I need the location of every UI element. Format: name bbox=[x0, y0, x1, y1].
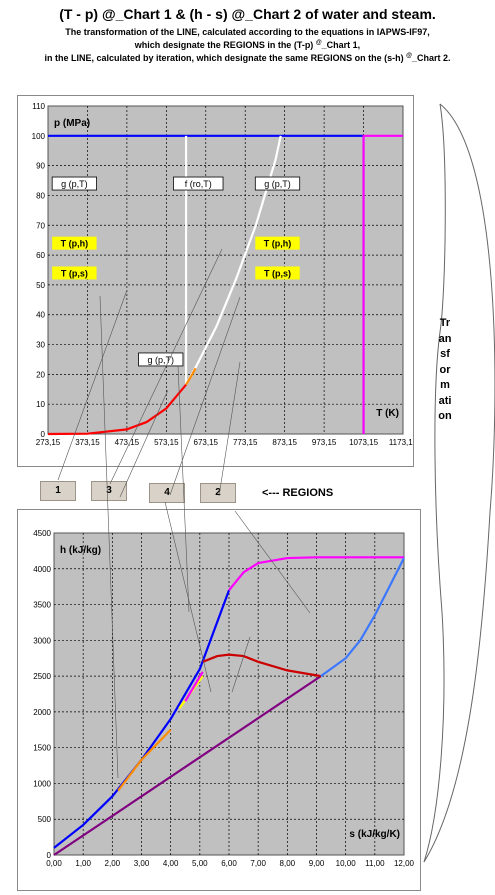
y-tick-label: 1000 bbox=[33, 779, 51, 788]
transformation-bracket bbox=[423, 103, 495, 863]
tp-chart-panel: 273,15 373,15 473,15 573,15 673,15 773,15 873,… bbox=[17, 95, 418, 467]
y-tick-label: 0 bbox=[47, 851, 52, 860]
x-tick-label: 773,15 bbox=[233, 438, 258, 447]
y-tick-label: 30 bbox=[36, 341, 45, 350]
y-tick-label: 10 bbox=[36, 400, 45, 409]
y-tick-label: 20 bbox=[36, 370, 45, 379]
x-tick-label: 573,15 bbox=[154, 438, 179, 447]
series-line bbox=[117, 729, 172, 792]
y-tick-label: 110 bbox=[32, 102, 45, 111]
x-tick-label: 3,00 bbox=[134, 859, 150, 868]
region-function-box bbox=[51, 176, 97, 191]
region-button-1[interactable]: 1 bbox=[40, 481, 76, 501]
x-tick-label: 4,00 bbox=[163, 859, 179, 868]
x-tick-label: 11,00 bbox=[365, 859, 385, 868]
subtitle-line-3-pre: in the LINE, calculated by iteration, wh… bbox=[44, 53, 407, 63]
x-tick-label: 1,00 bbox=[75, 859, 91, 868]
y-tick-label: 4500 bbox=[33, 529, 51, 538]
x-tick-label: 873,15 bbox=[272, 438, 297, 447]
tp-chart: 273,15 373,15 473,15 573,15 673,15 773,15 873,… bbox=[32, 102, 418, 447]
subtitle-line-2-sup: @ bbox=[315, 40, 322, 46]
x-tick-label: 9,00 bbox=[309, 859, 325, 868]
region-button-4[interactable]: 4 bbox=[149, 483, 185, 503]
y-tick-label: 2500 bbox=[33, 672, 51, 681]
x-tick-label: 8,00 bbox=[280, 859, 296, 868]
region-function-label: g (p,T) bbox=[61, 179, 88, 189]
series-line bbox=[53, 675, 322, 856]
bracket-outer-curve bbox=[423, 103, 495, 863]
y-tick-label: 80 bbox=[36, 191, 45, 200]
x-tick-label: 6,00 bbox=[221, 859, 237, 868]
y-tick-label: 3000 bbox=[33, 636, 51, 645]
subtitle-line-1: The transformation of the LINE, calculat… bbox=[65, 27, 430, 37]
region-function-box bbox=[254, 176, 301, 191]
region-function-box bbox=[255, 236, 300, 250]
x-tick-label: 12,00 bbox=[394, 859, 415, 868]
y-tick-label: 100 bbox=[32, 132, 46, 141]
y-tick-label: 40 bbox=[36, 311, 45, 320]
subtitle-line-3-post: _Chart 2. bbox=[411, 53, 451, 63]
region-function-box bbox=[52, 236, 97, 250]
y-tick-label: 1500 bbox=[33, 744, 51, 753]
region-function-box bbox=[255, 266, 300, 280]
transformation-label: Transformation bbox=[438, 317, 452, 422]
hs-chart-panel: 0,00 1,00 2,00 3,00 4,00 5,00 6,00 7,00 8,00 9,00… bbox=[17, 509, 421, 891]
x-tick-label: 273,15 bbox=[36, 438, 61, 447]
y-tick-label: 0 bbox=[41, 430, 46, 439]
x-axis-label: T (K) bbox=[376, 408, 399, 419]
y-axis-label: h (kJ/kg) bbox=[60, 545, 101, 556]
y-axis-label: p (MPa) bbox=[54, 118, 90, 129]
x-tick-label: 5,00 bbox=[192, 859, 208, 868]
y-tick-label: 2000 bbox=[33, 708, 51, 717]
region-function-box bbox=[52, 266, 97, 280]
x-tick-label: 1073,15 bbox=[349, 438, 378, 447]
region-button-3[interactable]: 3 bbox=[91, 481, 127, 501]
x-tick-label: 373,15 bbox=[75, 438, 100, 447]
x-tick-label: 673,15 bbox=[194, 438, 219, 447]
subtitle-line-3-sup: @ bbox=[406, 53, 412, 59]
y-tick-label: 3500 bbox=[33, 601, 51, 610]
x-tick-label: 7,00 bbox=[250, 859, 266, 868]
x-tick-label: 10,00 bbox=[336, 859, 357, 868]
subtitle-line-3: in the LINE, calculated by iteration, wh… bbox=[0, 53, 495, 63]
y-tick-label: 50 bbox=[36, 281, 45, 290]
series-line bbox=[320, 557, 405, 678]
page-title: (T - p) @_Chart 1 & (h - s) @_Chart 2 of… bbox=[59, 6, 436, 22]
region-function-label: g (p,T) bbox=[264, 179, 291, 189]
region-function-label: T (p,s) bbox=[61, 268, 88, 278]
x-tick-label: 973,15 bbox=[312, 438, 337, 447]
x-axis-label: s (kJ/kg/K) bbox=[349, 829, 400, 840]
y-tick-label: 90 bbox=[36, 162, 45, 171]
subtitle-line-2-pre: which designate the REGIONS in the (T-p) bbox=[134, 40, 316, 50]
region-function-label: T (p,h) bbox=[61, 239, 89, 249]
plot-area bbox=[47, 105, 404, 435]
y-tick-label: 4000 bbox=[33, 565, 51, 574]
region-function-label: g (p,T) bbox=[147, 355, 174, 365]
region-function-label: T (p,h) bbox=[264, 239, 292, 249]
y-tick-label: 500 bbox=[38, 815, 52, 824]
y-tick-label: 60 bbox=[36, 251, 45, 260]
region-function-label: f (ro,T) bbox=[185, 179, 212, 189]
x-tick-label: 0,00 bbox=[46, 859, 62, 868]
region-button-2[interactable]: 2 bbox=[200, 483, 236, 503]
x-tick-label: 2,00 bbox=[105, 859, 121, 868]
x-tick-label: 1173,15 bbox=[389, 438, 413, 447]
y-tick-label: 70 bbox=[36, 221, 45, 230]
region-function-label: T (p,s) bbox=[264, 268, 291, 278]
region-function-box bbox=[173, 176, 224, 191]
hs-chart: 0,00 1,00 2,00 3,00 4,00 5,00 6,00 7,00 8,00 9,00… bbox=[33, 529, 415, 868]
subtitle-line-2-post: _Chart 1, bbox=[321, 40, 361, 50]
series-line bbox=[362, 134, 403, 434]
regions-label: <--- REGIONS bbox=[262, 487, 334, 499]
bracket-inner-curve bbox=[423, 103, 446, 863]
x-tick-label: 473,15 bbox=[115, 438, 140, 447]
subtitle-line-2: which designate the REGIONS in the (T-p)… bbox=[0, 40, 495, 50]
